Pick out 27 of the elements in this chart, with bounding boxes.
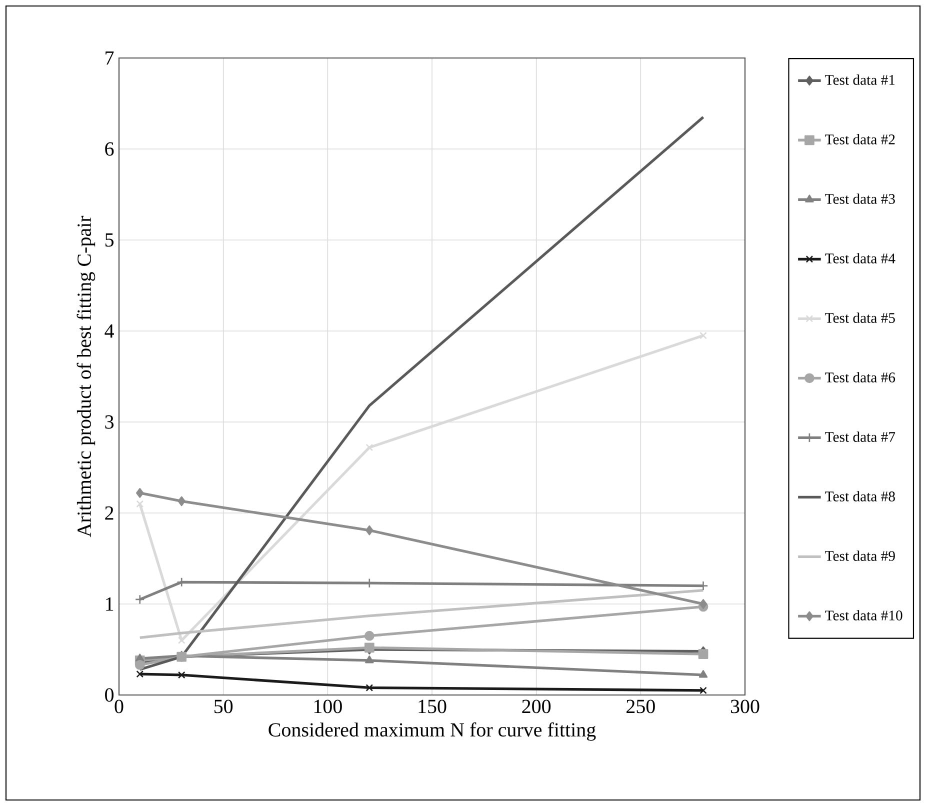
- x-tick-label: 50: [214, 700, 233, 714]
- legend-label: Test data #1: [825, 74, 895, 85]
- legend-label: Test data #8: [825, 491, 895, 502]
- y-tick-label: 1: [106, 597, 114, 611]
- y-tick-label: 6: [105, 142, 114, 156]
- y-tick-label: 7: [106, 51, 114, 65]
- legend-label: Test data #10: [825, 610, 902, 620]
- legend-label: Test data #3: [825, 194, 895, 204]
- x-tick-label: 200: [522, 700, 551, 714]
- legend-label: Test data #2: [825, 134, 895, 144]
- legend-label: Test data #7: [825, 432, 896, 442]
- x-tick-label: 300: [730, 700, 760, 714]
- legend-label: Test data #5: [825, 312, 895, 323]
- y-tick-label: 4: [104, 324, 114, 338]
- y-tick-label: 5: [105, 233, 114, 247]
- x-axis-title: Considered maximum N for curve fitting: [268, 722, 596, 741]
- legend-label: Test data #4: [825, 253, 896, 264]
- y-tick-label: 0: [105, 688, 114, 702]
- legend-label: Test data #9: [825, 550, 895, 561]
- legend-label: Test data #6: [825, 372, 896, 382]
- x-tick-label: 0: [114, 700, 124, 714]
- y-axis-title: Arithmetic product of best fitting C-pair: [76, 216, 96, 538]
- y-tick-label: 2: [105, 506, 114, 520]
- x-tick-label: 250: [626, 700, 655, 714]
- y-tick-label: 3: [105, 415, 114, 429]
- x-tick-label: 150: [418, 700, 446, 714]
- x-tick-label: 100: [314, 700, 342, 714]
